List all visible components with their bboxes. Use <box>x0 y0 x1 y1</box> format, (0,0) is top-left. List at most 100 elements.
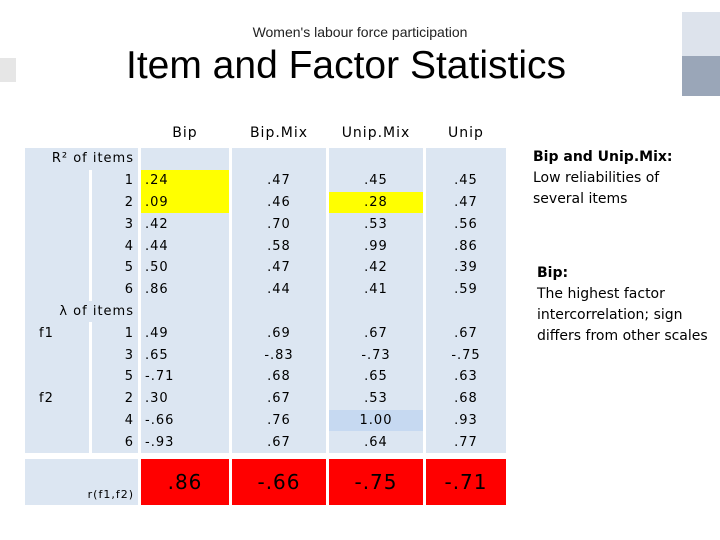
column-header-bip: Bip <box>138 118 232 148</box>
decorative-block-middle <box>682 56 720 96</box>
correlation-row: r(f1,f2) .86 -.66 -.75 -.71 <box>22 453 509 506</box>
item-label: 6 <box>89 431 141 457</box>
empty-cell <box>229 300 329 323</box>
decorative-block-top <box>682 12 720 56</box>
lambda-header-row: λ of items <box>22 300 509 323</box>
item-label: 4 <box>89 409 141 432</box>
correlation-bip: .86 <box>138 453 232 506</box>
item-label: 5 <box>89 256 141 279</box>
table-row: 5 .50 .47 .42 .39 <box>22 256 509 279</box>
value-cell: .65 <box>138 344 232 366</box>
value-cell: -.66 <box>138 409 232 432</box>
value-cell: .53 <box>326 387 426 410</box>
value-cell: .64 <box>326 431 426 457</box>
value-cell: .47 <box>229 169 329 192</box>
value-cell: 1.00 <box>326 409 426 432</box>
empty-cell <box>229 148 329 170</box>
factor-label <box>22 365 92 388</box>
item-label: 2 <box>89 191 141 214</box>
factor-label <box>22 235 92 257</box>
value-cell: .67 <box>229 431 329 457</box>
value-cell: .65 <box>326 365 426 388</box>
value-cell: .44 <box>138 235 232 257</box>
value-cell: .44 <box>229 278 329 301</box>
table-row: 3 .65 -.83 -.73 -.75 <box>22 344 509 366</box>
value-cell: .47 <box>229 256 329 279</box>
value-cell: .28 <box>326 191 426 214</box>
note2-text: The highest factor intercorrelation; sig… <box>537 286 708 344</box>
r2-header-label: R² of items <box>22 148 141 170</box>
factor-label <box>22 191 92 214</box>
factor-label <box>22 213 92 236</box>
note1-title: Bip and Unip.Mix: <box>533 149 673 165</box>
value-cell: .56 <box>423 213 509 236</box>
value-cell: .47 <box>423 191 509 214</box>
table-row: f1 1 .49 .69 .67 .67 <box>22 322 509 345</box>
value-cell: .24 <box>138 169 232 192</box>
value-cell: .42 <box>138 213 232 236</box>
factor-label <box>22 256 92 279</box>
empty-cell <box>423 300 509 323</box>
empty-cell <box>138 148 232 170</box>
item-label: 6 <box>89 278 141 301</box>
value-cell: -.75 <box>423 344 509 366</box>
value-cell: -.73 <box>326 344 426 366</box>
empty-cell <box>423 148 509 170</box>
table-row: 3 .42 .70 .53 .56 <box>22 213 509 236</box>
r2-header-row: R² of items <box>22 148 509 170</box>
item-label: 1 <box>89 322 141 345</box>
value-cell: .59 <box>423 278 509 301</box>
value-cell: .76 <box>229 409 329 432</box>
factor-label <box>22 169 92 192</box>
item-label: 3 <box>89 213 141 236</box>
table-row: f2 2 .30 .67 .53 .68 <box>22 387 509 410</box>
table-row: 2 .09 .46 .28 .47 <box>22 191 509 214</box>
value-cell: .42 <box>326 256 426 279</box>
statistics-table: Bip Bip.Mix Unip.Mix Unip R² of items 1 … <box>22 118 509 506</box>
value-cell: .30 <box>138 387 232 410</box>
table-row: 4 .44 .58 .99 .86 <box>22 235 509 257</box>
value-cell: -.83 <box>229 344 329 366</box>
header-row: Bip Bip.Mix Unip.Mix Unip <box>22 118 509 148</box>
note2-title: Bip: <box>537 265 569 281</box>
value-cell: .86 <box>138 278 232 301</box>
note-bip: Bip: The highest factor intercorrelation… <box>537 263 717 347</box>
value-cell: .09 <box>138 191 232 214</box>
column-header-bipmix: Bip.Mix <box>229 118 329 148</box>
factor-label <box>22 431 92 457</box>
value-cell: .67 <box>423 322 509 345</box>
correlation-label: r(f1,f2) <box>22 453 141 506</box>
correlation-bipmix: -.66 <box>229 453 329 506</box>
column-header-unipmix: Unip.Mix <box>326 118 426 148</box>
table-row: 5 -.71 .68 .65 .63 <box>22 365 509 388</box>
table-row: 4 -.66 .76 1.00 .93 <box>22 409 509 432</box>
item-label: 3 <box>89 344 141 366</box>
decorative-block-left <box>0 58 16 82</box>
table-row: 6 .86 .44 .41 .59 <box>22 278 509 301</box>
slide-subtitle: Women's labour force participation <box>252 24 468 40</box>
value-cell: .50 <box>138 256 232 279</box>
value-cell: .53 <box>326 213 426 236</box>
item-label: 1 <box>89 169 141 192</box>
slide-title: Item and Factor Statistics <box>126 44 566 87</box>
column-header-unip: Unip <box>423 118 509 148</box>
value-cell: .93 <box>423 409 509 432</box>
factor-label: f2 <box>22 387 92 410</box>
empty-cell <box>326 300 426 323</box>
value-cell: .46 <box>229 191 329 214</box>
factor-label <box>22 409 92 432</box>
value-cell: .68 <box>229 365 329 388</box>
item-label: 4 <box>89 235 141 257</box>
value-cell: .45 <box>423 169 509 192</box>
value-cell: .77 <box>423 431 509 457</box>
value-cell: .41 <box>326 278 426 301</box>
value-cell: .63 <box>423 365 509 388</box>
value-cell: .45 <box>326 169 426 192</box>
value-cell: .99 <box>326 235 426 257</box>
empty-cell <box>138 300 232 323</box>
value-cell: .58 <box>229 235 329 257</box>
table-row: 1 .24 .47 .45 .45 <box>22 169 509 192</box>
value-cell: -.93 <box>138 431 232 457</box>
correlation-unip: -.71 <box>423 453 509 506</box>
value-cell: .70 <box>229 213 329 236</box>
